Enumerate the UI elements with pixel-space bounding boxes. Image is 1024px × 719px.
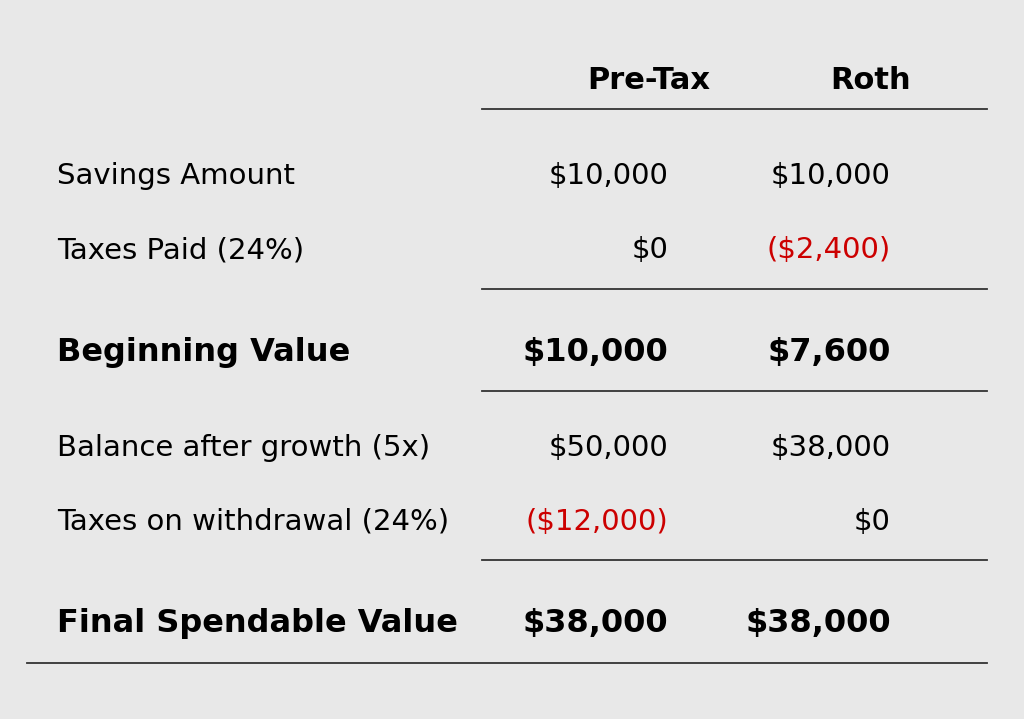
Text: Balance after growth (5x): Balance after growth (5x) (57, 434, 430, 462)
Text: Taxes on withdrawal (24%): Taxes on withdrawal (24%) (57, 508, 450, 536)
Text: $10,000: $10,000 (771, 162, 891, 190)
Text: Taxes Paid (24%): Taxes Paid (24%) (57, 237, 304, 264)
Text: Beginning Value: Beginning Value (57, 337, 350, 368)
Text: ($12,000): ($12,000) (525, 508, 669, 536)
Text: Final Spendable Value: Final Spendable Value (57, 608, 459, 639)
Text: $0: $0 (632, 237, 669, 264)
Text: Pre-Tax: Pre-Tax (587, 66, 710, 96)
Text: $7,600: $7,600 (767, 337, 891, 368)
Text: Roth: Roth (830, 66, 911, 96)
Text: ($2,400): ($2,400) (767, 237, 891, 264)
Text: $38,000: $38,000 (523, 608, 669, 639)
Text: $50,000: $50,000 (549, 434, 669, 462)
Text: $38,000: $38,000 (771, 434, 891, 462)
Text: $0: $0 (854, 508, 891, 536)
Text: $10,000: $10,000 (549, 162, 669, 190)
Text: $10,000: $10,000 (523, 337, 669, 368)
Text: Savings Amount: Savings Amount (57, 162, 296, 190)
Text: $38,000: $38,000 (745, 608, 891, 639)
